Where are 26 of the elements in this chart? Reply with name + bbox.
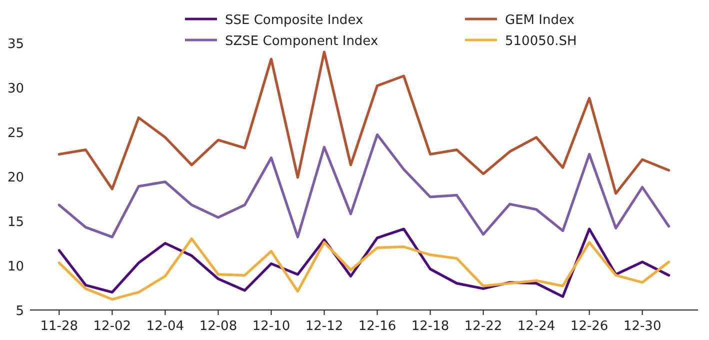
- y-tick-label: 35: [7, 37, 24, 52]
- x-tick-label: 12-02: [93, 319, 132, 334]
- x-tick-label: 12-16: [358, 319, 396, 334]
- x-tick-label: 12-08: [199, 319, 238, 334]
- x-tick-label: 11-28: [40, 319, 78, 334]
- x-tick-label: 12-24: [517, 319, 556, 334]
- y-tick-label: 20: [7, 170, 24, 186]
- y-tick-label: 25: [7, 126, 24, 141]
- legend-label: GEM Index: [505, 13, 575, 28]
- line-series: [58, 50, 670, 195]
- x-tick-label: 12-18: [411, 319, 450, 334]
- y-tick-label: 5: [16, 304, 24, 319]
- y-tick-label: 30: [7, 82, 24, 96]
- y-tick-label: 10: [7, 260, 24, 274]
- x-tick-label: 12-12: [305, 319, 344, 334]
- line-series: [58, 238, 670, 301]
- x-tick-label: 12-26: [570, 319, 608, 334]
- x-tick-label: 12-30: [623, 319, 662, 334]
- x-tick-label: 12-10: [252, 319, 290, 334]
- legend-label: SSE Composite Index: [225, 13, 364, 28]
- x-tick-label: 12-04: [146, 319, 184, 334]
- x-tick-label: 12-22: [464, 319, 502, 334]
- y-tick-label: 15: [7, 215, 24, 230]
- legend-label: SZSE Component Index: [225, 34, 378, 49]
- legend-label: 510050.SH: [505, 34, 577, 49]
- line-series: [58, 133, 670, 238]
